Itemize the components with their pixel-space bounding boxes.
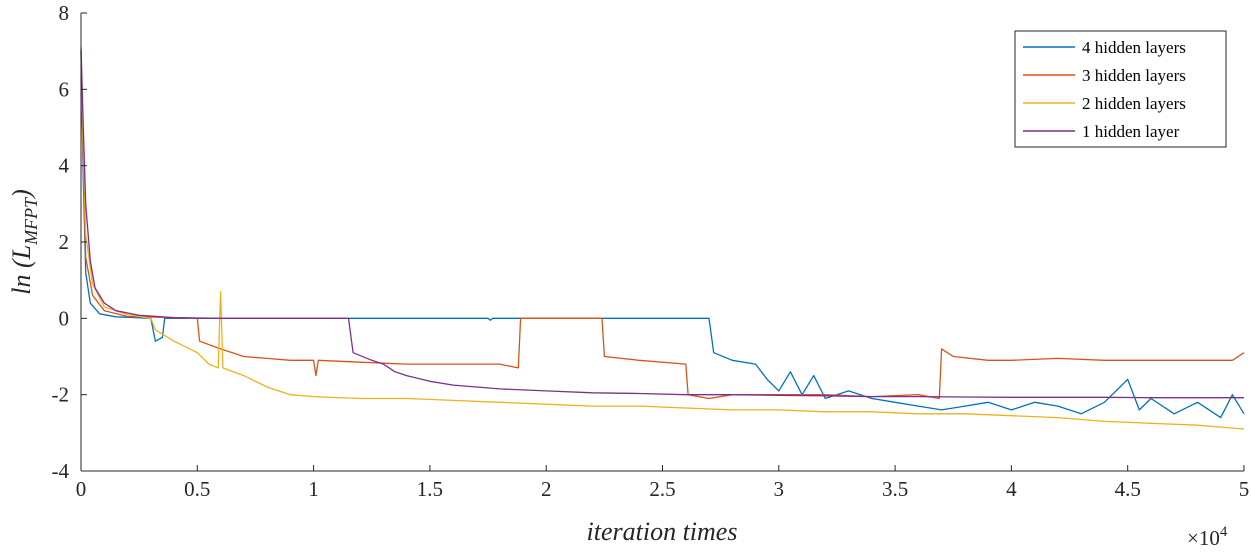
y-tick-label: -4 <box>52 459 70 483</box>
x-tick-label: 3 <box>774 477 785 501</box>
legend-label: 2 hidden layers <box>1082 94 1186 113</box>
legend-label: 1 hidden layer <box>1082 122 1180 141</box>
x-axis-exponent-power: 4 <box>1220 524 1228 540</box>
x-tick-label: 4.5 <box>1115 477 1141 501</box>
x-tick-label: 0.5 <box>184 477 210 501</box>
legend-box <box>1014 30 1227 148</box>
x-tick-label: 5 <box>1239 477 1250 501</box>
series-line-3 <box>80 51 1245 430</box>
y-tick-label: 4 <box>59 154 70 178</box>
x-tick-label: 1.5 <box>417 477 443 501</box>
y-tick-label: 8 <box>59 1 70 25</box>
x-tick-label: 3.5 <box>882 477 908 501</box>
y-axis-title-close: ) <box>7 189 36 200</box>
legend-label: 4 hidden layers <box>1082 38 1186 57</box>
y-tick-label: 6 <box>59 77 70 101</box>
legend-label: 3 hidden layers <box>1082 66 1186 85</box>
series-line-4 <box>80 47 1244 399</box>
x-tick-label: 0 <box>76 477 87 501</box>
y-tick-label: -2 <box>52 383 70 407</box>
ticks-group: 0 0.5 1 1.5 2 2.5 3 3.5 4 4.5 5 8 6 4 2 0 -2 -4 <box>52 1 1250 501</box>
x-tick-label: 2 <box>541 477 552 501</box>
x-axis-exponent-base: ×10 <box>1187 526 1220 550</box>
y-axis-title-subscript: MFPT <box>21 196 41 246</box>
legend: 4 hidden layers 3 hidden layers 2 hidden l… <box>1014 30 1227 148</box>
x-tick-label: 2.5 <box>649 477 675 501</box>
y-axis-title: ln (LMFPT) <box>7 189 41 295</box>
series-line-2 <box>80 51 1245 400</box>
y-tick-label: 2 <box>59 230 70 254</box>
y-axis-title-main: ln (L <box>7 245 36 295</box>
legend-entries: 4 hidden layers 3 hidden layers 2 hidden l… <box>1023 38 1186 141</box>
series-group <box>80 47 1245 430</box>
x-tick-label: 4 <box>1006 477 1017 501</box>
x-axis-title: iteration times <box>587 517 738 546</box>
x-tick-label: 1 <box>308 477 319 501</box>
x-axis-exponent: ×104 <box>1187 524 1228 550</box>
y-tick-label: 0 <box>59 306 70 330</box>
series-line-1 <box>80 51 1245 419</box>
